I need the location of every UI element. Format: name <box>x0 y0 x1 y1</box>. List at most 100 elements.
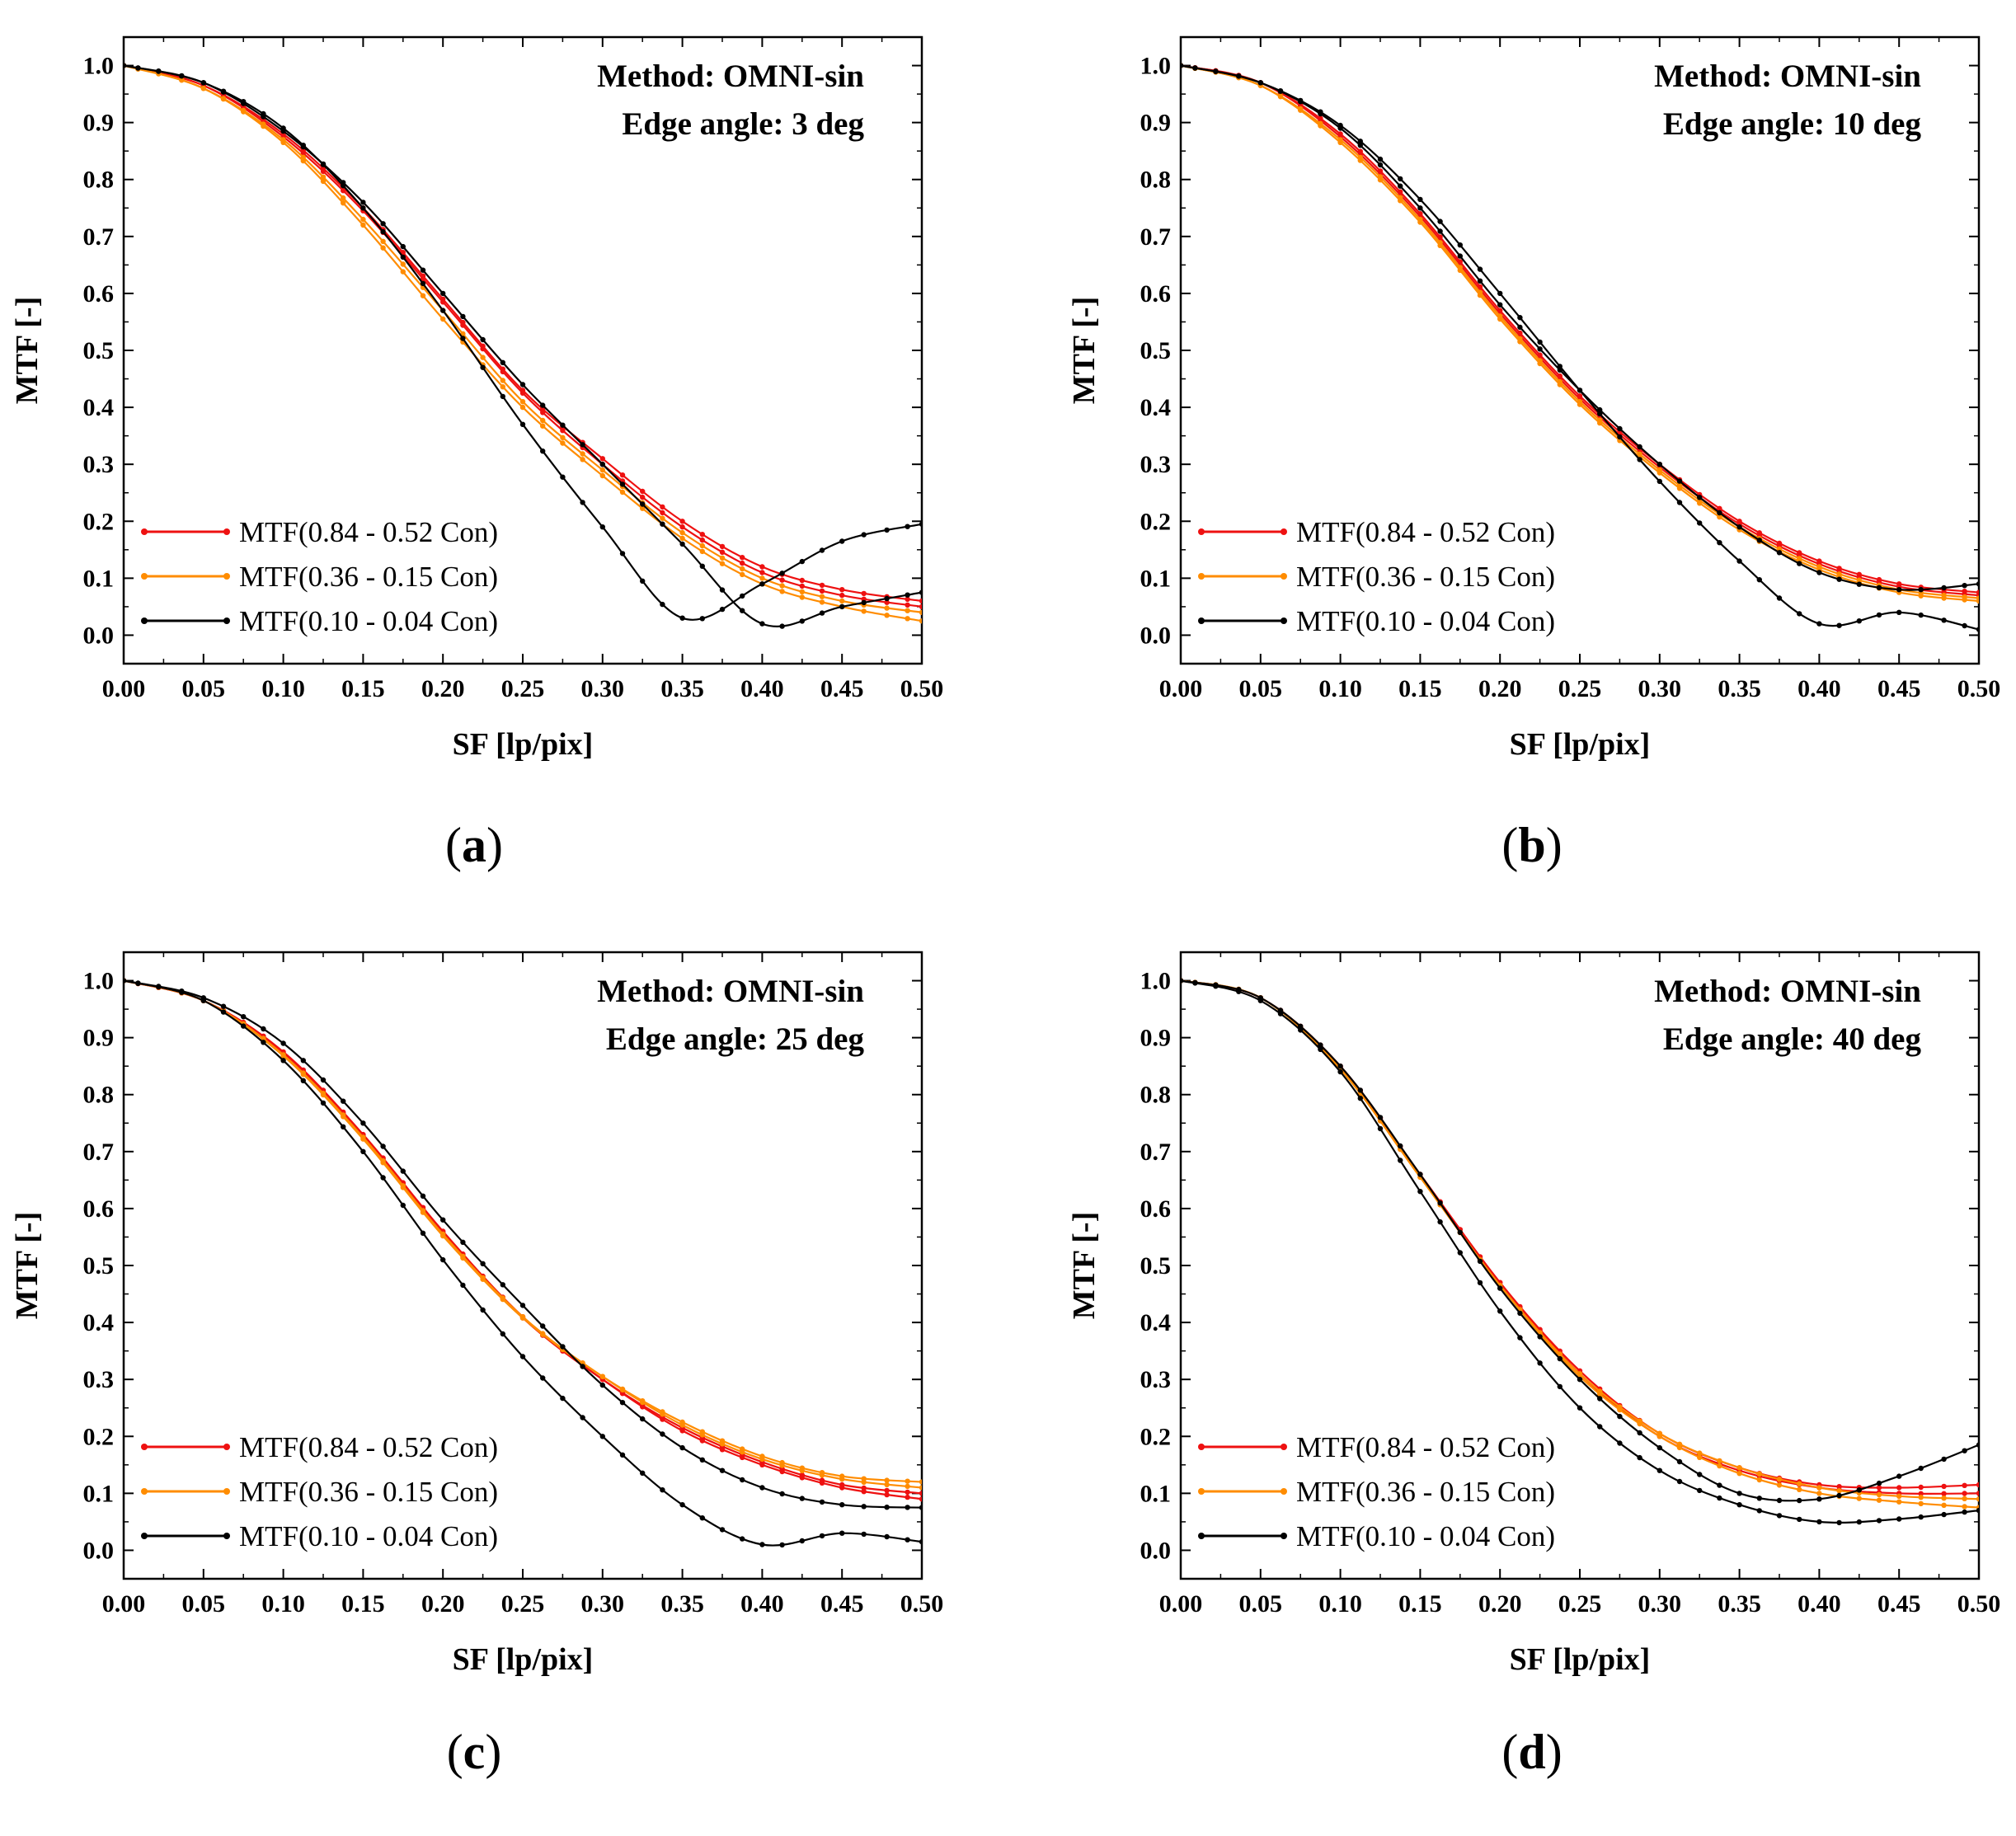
data-point <box>884 1477 890 1483</box>
panel-annotation: Method: OMNI-sin <box>1654 974 1921 1009</box>
data-point <box>1398 198 1403 204</box>
data-point <box>400 243 406 250</box>
y-tick-label: 0.8 <box>83 1082 115 1109</box>
x-tick-label: 0.35 <box>1718 675 1761 702</box>
data-point <box>540 1323 546 1329</box>
data-point <box>799 577 805 584</box>
data-point <box>420 276 426 282</box>
data-point <box>861 1476 867 1481</box>
data-point <box>480 1307 486 1313</box>
data-point <box>519 1303 526 1308</box>
data-point <box>1497 1308 1503 1314</box>
data-point <box>699 1429 705 1435</box>
series-markers <box>124 978 922 1510</box>
legend-marker <box>223 1533 230 1539</box>
data-point <box>360 200 366 205</box>
panel-annotation: Edge angle: 40 deg <box>1663 1021 1922 1057</box>
data-point <box>1896 1499 1902 1505</box>
x-tick-label: 0.35 <box>1718 1590 1761 1618</box>
data-point <box>919 1491 922 1496</box>
data-point <box>1497 316 1503 322</box>
data-point <box>1457 253 1464 259</box>
data-point <box>619 481 626 487</box>
data-point <box>1617 434 1623 440</box>
data-point <box>1676 1444 1683 1451</box>
data-point <box>660 1487 665 1493</box>
legend-entry: MTF(0.10 - 0.04 Con) <box>239 1520 498 1552</box>
data-point <box>1398 1143 1403 1149</box>
y-tick-label: 1.0 <box>1140 968 1172 995</box>
data-point <box>1497 290 1503 297</box>
data-point <box>1856 1496 1862 1501</box>
data-point <box>799 1472 805 1478</box>
data-point <box>1192 980 1198 986</box>
data-point <box>1477 1280 1483 1286</box>
data-point <box>799 1538 805 1544</box>
data-point <box>740 1446 745 1452</box>
data-point <box>619 489 626 495</box>
data-point <box>440 1256 446 1263</box>
data-point <box>261 1026 266 1032</box>
data-point <box>919 1479 922 1485</box>
data-point <box>519 1354 526 1359</box>
data-point <box>640 1416 646 1422</box>
legend-marker <box>141 528 148 535</box>
data-point <box>1557 382 1563 387</box>
x-tick-label: 0.40 <box>1797 1590 1841 1618</box>
y-tick-label: 0.5 <box>83 337 115 364</box>
data-point <box>1856 1519 1862 1525</box>
data-point <box>1697 1450 1703 1456</box>
data-point <box>179 73 185 79</box>
data-point <box>1962 1482 1967 1489</box>
data-point <box>699 563 705 569</box>
data-point <box>1457 1250 1464 1256</box>
y-tick-label: 0.1 <box>1140 565 1172 592</box>
series-markers <box>124 63 922 629</box>
x-tick-label: 0.10 <box>1318 1590 1362 1618</box>
data-point <box>1676 1458 1683 1465</box>
data-point <box>1856 581 1862 587</box>
data-point <box>1657 470 1663 476</box>
data-point <box>500 384 505 390</box>
data-point <box>1896 1493 1902 1500</box>
data-point <box>905 1494 910 1500</box>
y-tick-label: 0.1 <box>83 565 115 592</box>
data-point <box>179 988 185 994</box>
data-point <box>1298 1027 1304 1033</box>
data-point <box>1836 622 1842 628</box>
data-point <box>759 570 765 575</box>
data-point <box>280 1053 286 1059</box>
data-point <box>1736 1471 1742 1477</box>
data-point <box>1876 1497 1882 1503</box>
series-line <box>124 979 922 1500</box>
x-tick-label: 0.45 <box>820 1590 864 1618</box>
data-point <box>740 571 745 578</box>
data-point <box>884 1491 890 1498</box>
x-tick-label: 0.05 <box>182 1590 226 1618</box>
data-point <box>905 602 910 608</box>
data-point <box>759 621 765 627</box>
data-point <box>660 1431 665 1437</box>
panel-annotation: Method: OMNI-sin <box>1654 59 1921 94</box>
data-point <box>440 316 446 322</box>
x-tick-label: 0.00 <box>102 675 146 702</box>
data-point <box>1941 1483 1947 1490</box>
data-point <box>799 594 805 600</box>
data-point <box>1637 1430 1642 1436</box>
data-point <box>740 1536 745 1542</box>
data-point <box>1537 346 1543 352</box>
data-point <box>1756 577 1762 583</box>
x-tick-label: 0.45 <box>820 675 864 702</box>
x-tick-label: 0.15 <box>341 1590 385 1618</box>
data-point <box>360 1136 366 1142</box>
x-tick-label: 0.35 <box>660 1590 704 1618</box>
data-point <box>1657 478 1663 485</box>
data-point <box>1318 1042 1323 1048</box>
y-tick-label: 0.8 <box>1140 167 1172 194</box>
x-tick-label: 0.20 <box>1478 675 1522 702</box>
data-point <box>779 571 785 576</box>
data-point <box>1797 561 1802 566</box>
data-point <box>905 1505 910 1510</box>
data-point <box>719 555 726 561</box>
data-point <box>1697 1487 1703 1494</box>
